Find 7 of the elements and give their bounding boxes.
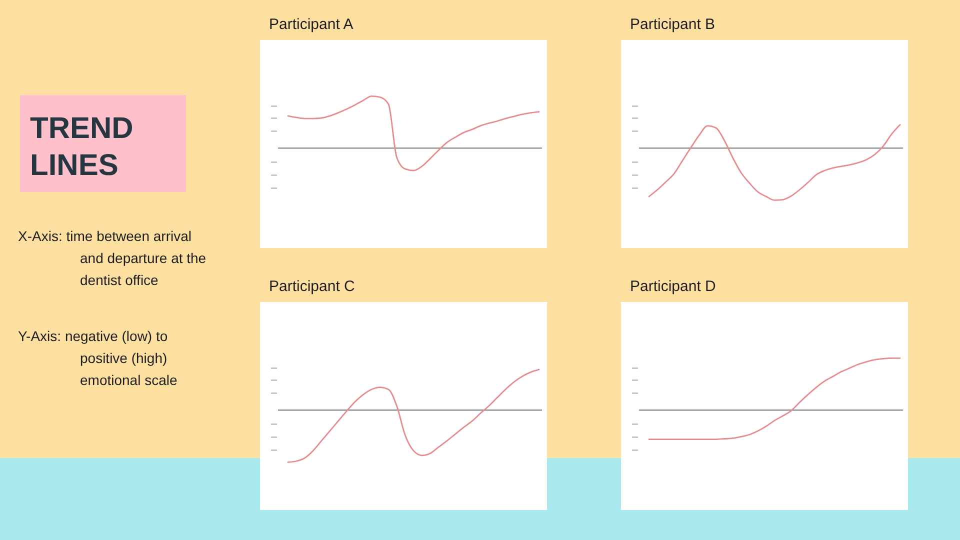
text: Y-Axis: negative (low) to positive (high) emotional scale [18, 328, 178, 388]
chart-title: Participant D [630, 278, 716, 295]
chart-title: Participant C [269, 278, 356, 295]
chart-title: Participant A [269, 16, 354, 33]
text: X-Axis: time between arrival and departure at the dentist office [18, 228, 206, 288]
chart-title: Participant B [630, 16, 716, 33]
text: TREND LINES [30, 112, 134, 182]
